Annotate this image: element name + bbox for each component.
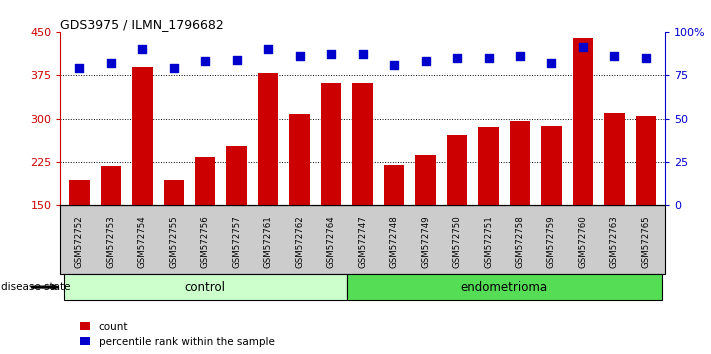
Bar	[479, 127, 498, 205]
Point	[546, 60, 557, 66]
Bar	[321, 83, 341, 205]
Point	[483, 55, 494, 61]
Point	[514, 53, 525, 59]
Point	[609, 53, 620, 59]
Point	[577, 45, 589, 50]
Bar	[227, 146, 247, 205]
Point	[294, 53, 305, 59]
Bar	[258, 74, 279, 205]
Bar	[636, 116, 656, 205]
Bar	[510, 121, 530, 205]
Point	[262, 46, 274, 52]
Bar	[604, 113, 625, 205]
Point	[105, 60, 117, 66]
Bar	[69, 181, 90, 205]
Bar	[384, 165, 405, 205]
Point	[74, 65, 85, 71]
Point	[326, 52, 337, 57]
Point	[451, 55, 463, 61]
Bar	[541, 126, 562, 205]
Point	[357, 52, 368, 57]
Point	[420, 58, 432, 64]
Text: disease state: disease state	[1, 282, 71, 292]
Legend: count, percentile rank within the sample: count, percentile rank within the sample	[80, 322, 274, 347]
Text: control: control	[185, 281, 225, 293]
Bar	[132, 67, 152, 205]
Text: GDS3975 / ILMN_1796682: GDS3975 / ILMN_1796682	[60, 18, 224, 31]
Bar	[447, 135, 467, 205]
Point	[200, 58, 211, 64]
Point	[640, 55, 651, 61]
Point	[137, 46, 148, 52]
Bar	[415, 155, 436, 205]
Bar	[164, 181, 184, 205]
Bar	[573, 38, 593, 205]
Bar	[289, 114, 310, 205]
Bar	[100, 166, 121, 205]
Point	[168, 65, 179, 71]
Text: endometrioma: endometrioma	[461, 281, 547, 293]
Bar	[195, 157, 215, 205]
Point	[388, 62, 400, 68]
Point	[231, 57, 242, 62]
Bar	[353, 83, 373, 205]
